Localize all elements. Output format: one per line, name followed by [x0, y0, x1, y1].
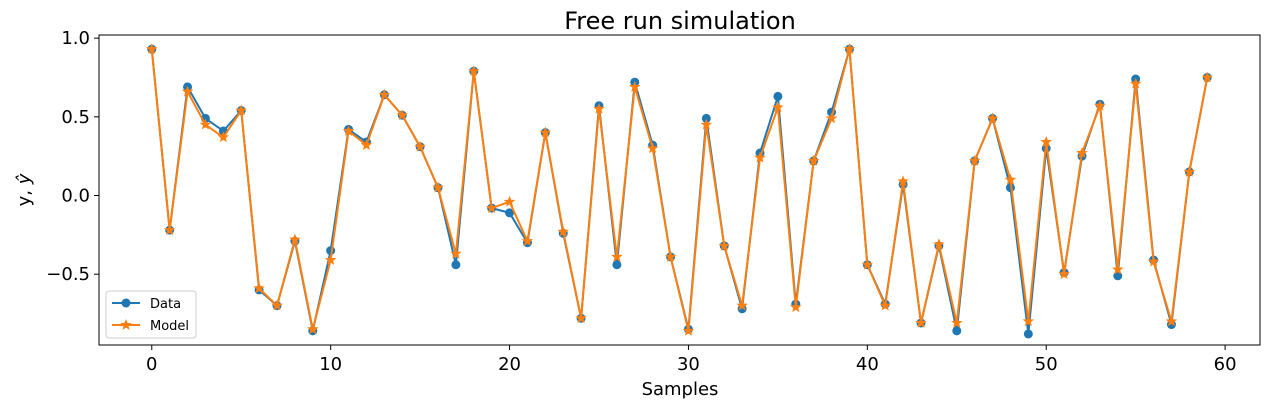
x-tick-label: 0 — [146, 354, 157, 375]
y-tick-label: 1.0 — [61, 28, 90, 49]
y-tick-label: −0.5 — [46, 264, 90, 285]
data-point — [451, 260, 461, 270]
y-axis-label: y, ŷ — [14, 173, 35, 206]
data-point — [701, 113, 711, 123]
model-point — [307, 323, 319, 335]
model-point — [915, 316, 927, 328]
legend-label: Data — [150, 297, 181, 312]
model-point — [986, 112, 999, 124]
legend-label: Model — [150, 319, 189, 334]
x-tick-label: 50 — [1035, 354, 1058, 375]
model-point — [700, 118, 713, 130]
model-point — [611, 250, 623, 262]
model-point — [664, 250, 677, 262]
model-point — [718, 239, 730, 251]
x-tick-label: 10 — [319, 354, 342, 375]
model-point — [575, 312, 587, 324]
legend-marker — [121, 298, 131, 308]
model-point — [629, 80, 641, 92]
model-point — [682, 324, 695, 336]
model-point — [432, 181, 444, 193]
model-point — [825, 112, 838, 124]
model-point — [199, 118, 212, 130]
model-point — [253, 282, 265, 294]
data-point — [1113, 271, 1123, 281]
model-point — [1076, 147, 1088, 158]
model-point — [968, 154, 981, 166]
model-point — [271, 299, 283, 311]
model-point — [1201, 71, 1213, 83]
model-point — [324, 254, 337, 265]
legend: Data Model — [105, 290, 197, 339]
model-point — [897, 175, 909, 187]
model-point — [754, 151, 766, 163]
model-point — [772, 101, 784, 113]
model-point — [468, 65, 480, 77]
model-point — [1147, 255, 1160, 267]
plot-frame — [98, 34, 1261, 346]
model-point — [1022, 315, 1035, 327]
model-point — [1112, 263, 1124, 275]
model-point — [289, 233, 301, 245]
model-point — [521, 235, 534, 246]
model-point — [1058, 268, 1070, 280]
model-point — [1094, 99, 1106, 111]
model-point — [414, 140, 426, 152]
series-model — [146, 43, 1213, 336]
model-point — [861, 258, 874, 270]
model-point — [235, 104, 247, 116]
model-point — [843, 43, 856, 55]
x-tick-label: 30 — [677, 354, 700, 375]
model-point — [181, 85, 194, 97]
model-point — [790, 301, 802, 313]
chart-title: Free run simulation — [564, 7, 796, 35]
y-axis-label-main: y, — [14, 184, 35, 206]
model-point — [1183, 165, 1196, 177]
model-point — [593, 102, 605, 114]
y-tick-label: 0.5 — [61, 107, 90, 128]
model-point — [146, 43, 158, 55]
model-point — [557, 225, 569, 237]
model-point — [646, 142, 659, 154]
x-tick-label: 40 — [856, 354, 879, 375]
data-point — [612, 260, 622, 270]
data-point — [505, 208, 515, 218]
model-point — [933, 238, 945, 250]
model-point — [485, 202, 498, 213]
data-point — [952, 326, 962, 336]
model-point — [163, 224, 176, 235]
model-point — [539, 126, 552, 138]
model-point — [1165, 315, 1178, 327]
y-tick-label: 0.0 — [61, 186, 90, 207]
x-axis-label: Samples — [642, 379, 719, 400]
y-axis-label-hat: ŷ — [14, 173, 35, 185]
data-point — [1023, 329, 1033, 339]
model-point — [951, 316, 963, 328]
model-point — [360, 139, 373, 151]
data-point — [773, 91, 783, 101]
model-point — [450, 247, 462, 259]
x-tick-label: 60 — [1214, 354, 1237, 375]
model-point — [1129, 77, 1142, 89]
model-point — [396, 109, 408, 121]
model-point — [342, 124, 355, 136]
model-point — [879, 299, 891, 311]
x-tick-label: 20 — [498, 354, 521, 375]
model-point — [736, 299, 748, 311]
model-point — [217, 131, 230, 143]
model-point — [503, 195, 516, 207]
model-point — [807, 154, 820, 166]
model-point — [1040, 136, 1052, 147]
model-point — [1004, 173, 1017, 185]
model-point — [378, 88, 391, 100]
series-line-model — [150, 48, 1209, 332]
legend-marker — [120, 319, 132, 330]
